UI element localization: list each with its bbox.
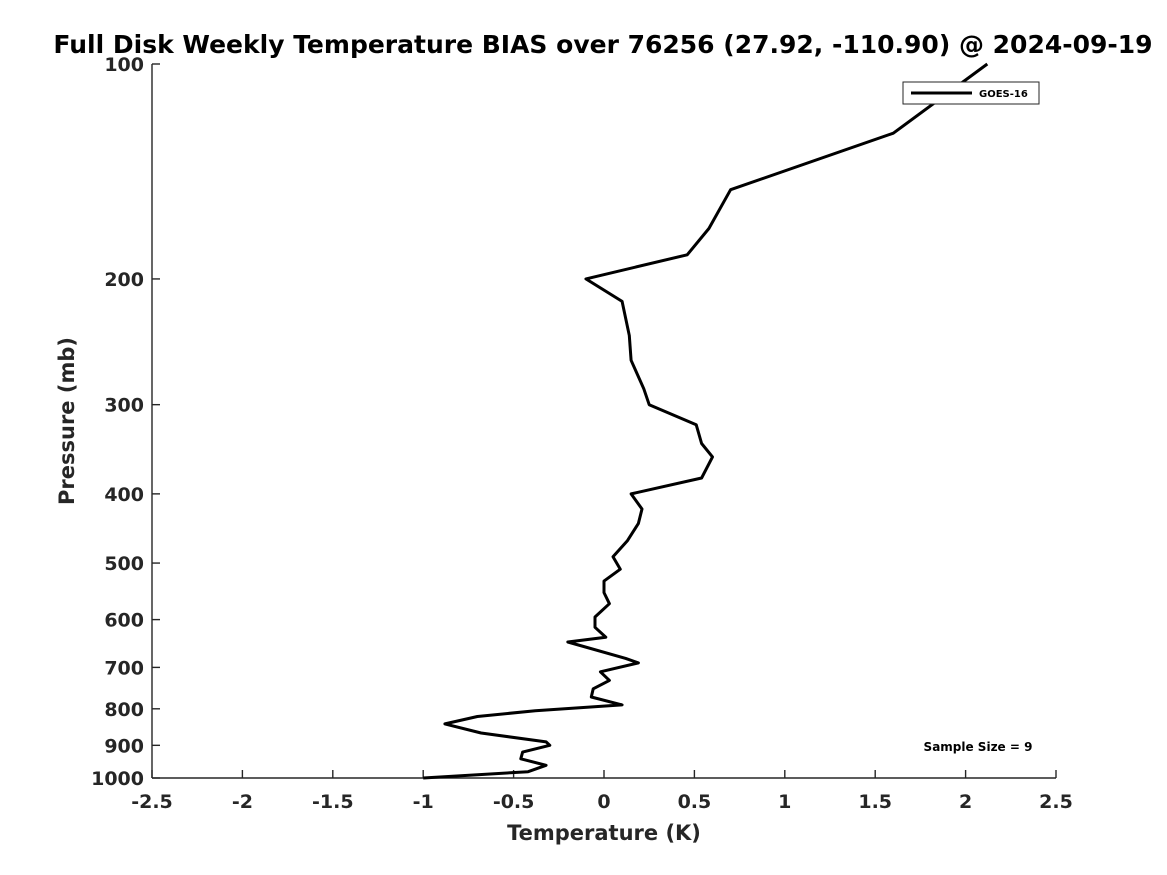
legend-label-goes-16: GOES-16 (979, 89, 1028, 100)
x-tick-label: 2.5 (1039, 791, 1073, 813)
sample-size-annotation: Sample Size = 9 (924, 740, 1033, 754)
chart-title: Full Disk Weekly Temperature BIAS over 7… (53, 30, 1152, 59)
legend: GOES-16 (902, 81, 1040, 105)
y-axis-ticks: 100 200 300 400 500 600 700 800 900 1000 (91, 54, 160, 790)
x-axis-label: Temperature (K) (507, 821, 701, 845)
y-tick-label: 900 (104, 735, 144, 757)
series-line-goes-16 (423, 62, 989, 780)
y-tick-label: 300 (104, 395, 144, 417)
x-tick-label: 1.5 (858, 791, 892, 813)
y-axis-label: Pressure (mb) (55, 337, 79, 505)
x-tick-label: -1 (413, 791, 434, 813)
x-tick-label: 0 (597, 791, 610, 813)
y-tick-label: 700 (104, 657, 144, 679)
x-tick-label: -0.5 (493, 791, 535, 813)
y-tick-label: 400 (104, 484, 144, 506)
y-tick-label: 800 (104, 699, 144, 721)
y-tick-label: 500 (104, 553, 144, 575)
y-tick-label: 1000 (91, 768, 144, 790)
y-tick-label: 100 (104, 54, 144, 76)
x-tick-label: -1.5 (312, 791, 354, 813)
x-tick-label: 2 (959, 791, 972, 813)
x-tick-label: 1 (778, 791, 791, 813)
x-tick-label: -2 (232, 791, 253, 813)
x-tick-label: -2.5 (131, 791, 173, 813)
x-tick-label: 0.5 (678, 791, 712, 813)
series-group (423, 62, 989, 780)
y-tick-label: 600 (104, 610, 144, 632)
x-axis-ticks: -2.5 -2 -1.5 -1 -0.5 0 0.5 1 1.5 2 2.5 (131, 770, 1073, 813)
y-tick-label: 200 (104, 269, 144, 291)
